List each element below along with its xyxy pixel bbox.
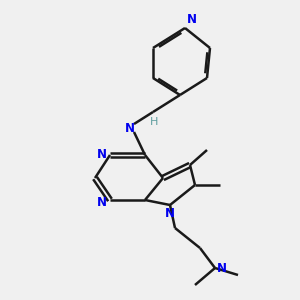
Text: N: N [217,262,227,275]
Text: N: N [125,122,135,134]
Text: H: H [150,117,158,127]
Text: N: N [165,207,175,220]
Text: N: N [97,196,107,208]
Text: N: N [97,148,107,161]
Text: N: N [187,13,197,26]
